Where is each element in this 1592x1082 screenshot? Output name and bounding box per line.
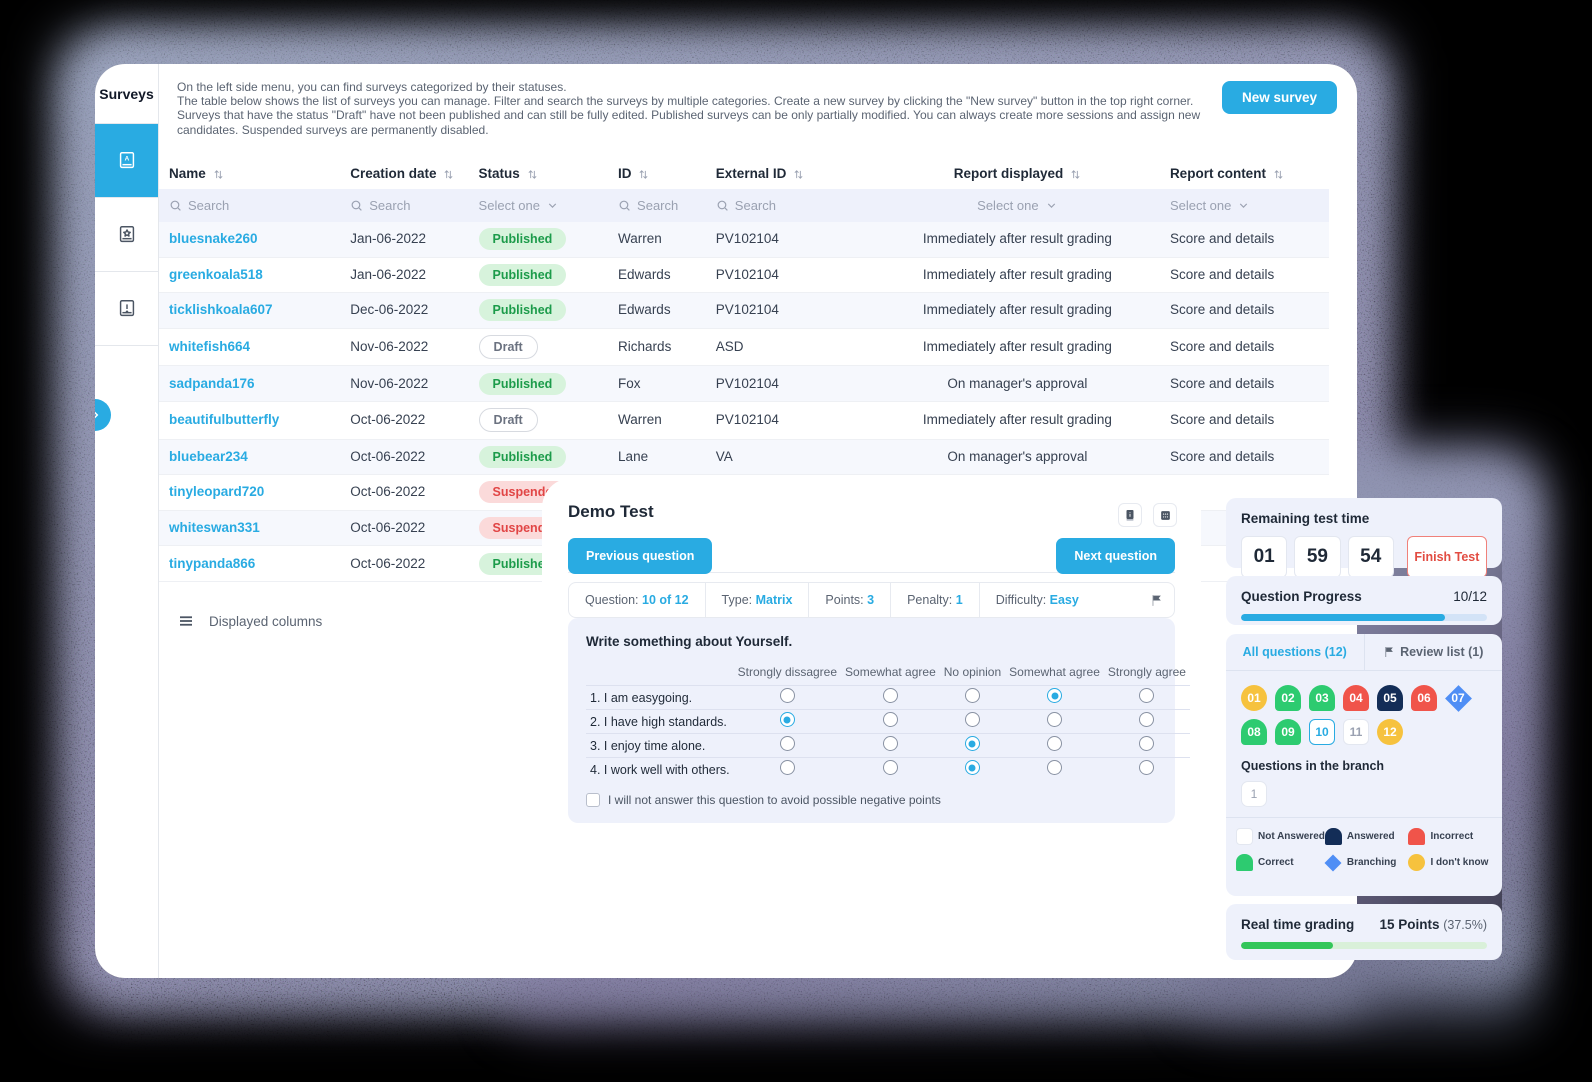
svg-text:A: A	[124, 155, 129, 162]
